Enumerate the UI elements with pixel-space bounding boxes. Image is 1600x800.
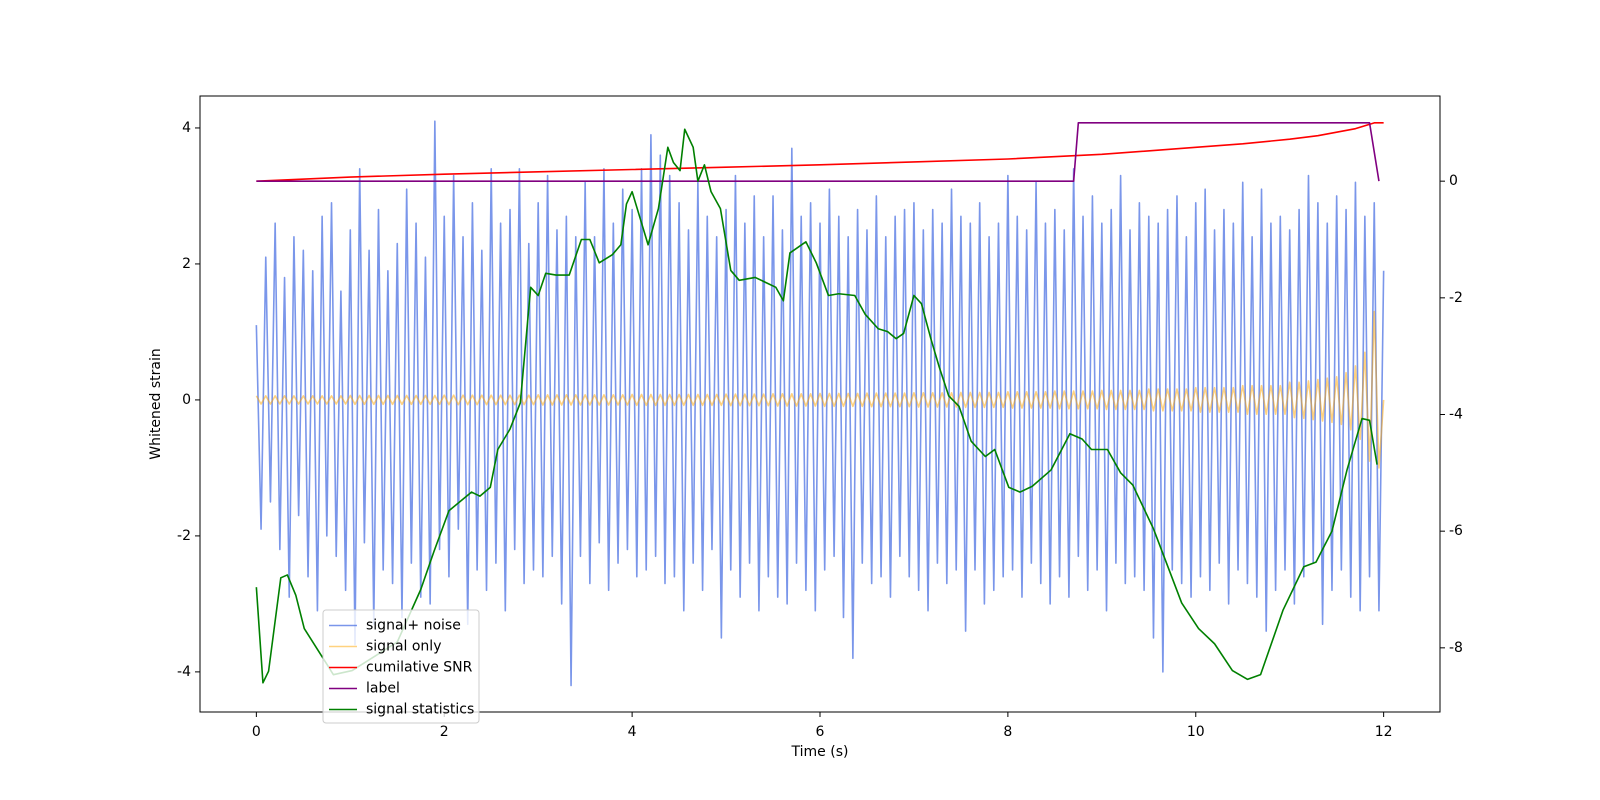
y-tick-label: -4: [177, 664, 191, 680]
x-tick-label: 0: [252, 724, 261, 740]
series-line: [255, 120, 1385, 687]
y-tick-label: 2: [182, 256, 191, 272]
series-line: [255, 310, 1385, 469]
legend-label: signal only: [366, 639, 441, 655]
legend-label: signal+ noise: [366, 618, 461, 634]
legend-label: cumilative SNR: [366, 660, 473, 676]
y2-tick-label: -6: [1449, 523, 1463, 539]
series-line: [256, 122, 1380, 182]
y-tick-label: -2: [177, 528, 191, 544]
y2-tick-label: -2: [1449, 290, 1463, 306]
x-tick-label: 6: [816, 724, 825, 740]
y2-tick-label: -4: [1449, 407, 1463, 423]
series-line: [256, 122, 1384, 182]
series-line: [255, 128, 1378, 684]
x-tick-label: 12: [1375, 724, 1393, 740]
y-axis-label: Whitened strain: [148, 348, 164, 459]
x-tick-label: 10: [1187, 724, 1205, 740]
legend: signal+ noise signal only cumilative SNR la…: [322, 609, 480, 724]
x-tick-label: 8: [1003, 724, 1012, 740]
plot-area: [255, 120, 1385, 687]
y-tick-label: 4: [182, 120, 191, 136]
legend-label: label: [366, 681, 400, 697]
y-tick-label: 0: [182, 392, 191, 408]
legend-label: signal statistics: [366, 702, 474, 718]
y2-tick-label: -8: [1449, 640, 1463, 656]
legend-box: [322, 609, 480, 724]
x-axis-label: Time (s): [791, 744, 849, 760]
y2-tick-label: 0: [1449, 173, 1458, 189]
x-tick-label: 2: [440, 724, 449, 740]
axes: 0 2 4 6 8 10 12 -4 -2 0 2 4 -8 -6 -4 -2 0: [177, 120, 1463, 740]
x-tick-label: 4: [628, 724, 637, 740]
